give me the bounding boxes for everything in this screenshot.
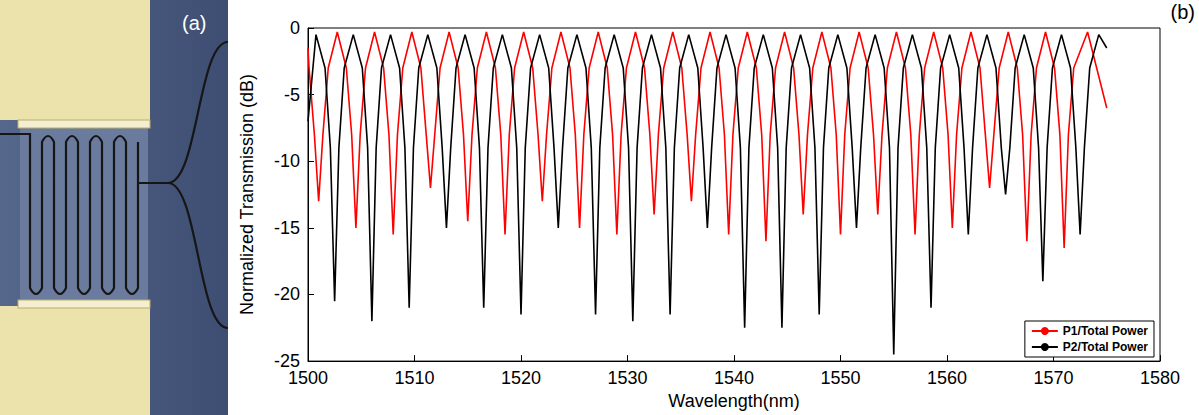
svg-text:-10: -10 bbox=[274, 151, 300, 171]
svg-text:-20: -20 bbox=[274, 284, 300, 304]
svg-text:1560: 1560 bbox=[927, 368, 967, 388]
svg-text:0: 0 bbox=[290, 18, 300, 38]
svg-text:(b): (b) bbox=[1171, 1, 1195, 23]
svg-text:1540: 1540 bbox=[714, 368, 754, 388]
svg-text:Wavelength(nm): Wavelength(nm) bbox=[668, 391, 799, 411]
svg-text:1580: 1580 bbox=[1140, 368, 1180, 388]
svg-text:Normalized Transmission (dB): Normalized Transmission (dB) bbox=[237, 74, 257, 315]
svg-text:1510: 1510 bbox=[394, 368, 434, 388]
svg-text:P2/Total Power: P2/Total Power bbox=[1063, 340, 1148, 354]
svg-text:-25: -25 bbox=[274, 351, 300, 372]
svg-text:1570: 1570 bbox=[1033, 368, 1073, 388]
svg-text:1520: 1520 bbox=[501, 368, 541, 388]
svg-text:1550: 1550 bbox=[820, 368, 860, 388]
svg-text:-15: -15 bbox=[274, 218, 300, 238]
svg-text:1500: 1500 bbox=[288, 368, 328, 388]
svg-text:-5: -5 bbox=[284, 85, 300, 105]
svg-text:1530: 1530 bbox=[607, 368, 647, 388]
svg-text:(a): (a) bbox=[182, 12, 206, 34]
svg-text:P1/Total Power: P1/Total Power bbox=[1063, 324, 1148, 338]
